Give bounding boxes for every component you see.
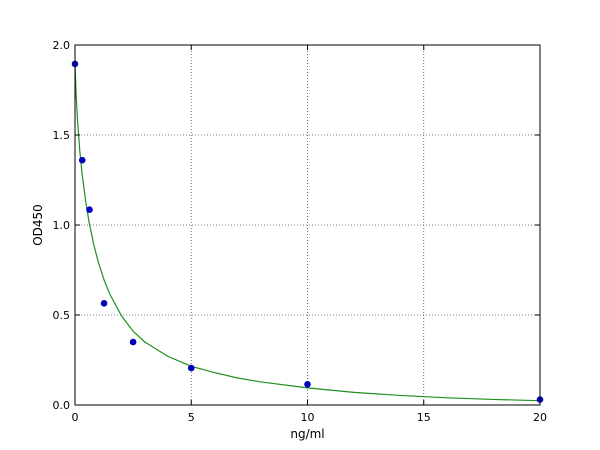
- y-axis-label: OD450: [31, 204, 45, 246]
- ticks-layer: [74, 44, 541, 406]
- y-tick-label: 0.5: [53, 309, 71, 322]
- x-tick-label: 10: [301, 411, 315, 424]
- data-point: [304, 381, 311, 388]
- data-point: [187, 364, 195, 372]
- data-point: [78, 156, 86, 164]
- x-tick-label: 15: [417, 411, 431, 424]
- data-point: [86, 206, 93, 213]
- y-tick-label: 2.0: [53, 39, 71, 52]
- x-tick-label: 20: [533, 411, 547, 424]
- x-tick-label: 5: [188, 411, 195, 424]
- x-tick-label: 0: [72, 411, 79, 424]
- curve-layer: [74, 62, 541, 402]
- tick-labels-layer: 0 5 10 15 20 0.0 0.5 1.0 1.5 2.0: [53, 39, 548, 424]
- data-point: [100, 300, 108, 307]
- y-tick-label: 1.0: [53, 219, 71, 232]
- fit-curve: [74, 62, 541, 402]
- y-tick-label: 0.0: [53, 399, 71, 412]
- grid-layer: [75, 45, 540, 405]
- data-point: [129, 338, 137, 346]
- x-axis-label: ng/ml: [290, 427, 324, 441]
- y-tick-label: 1.5: [53, 129, 71, 142]
